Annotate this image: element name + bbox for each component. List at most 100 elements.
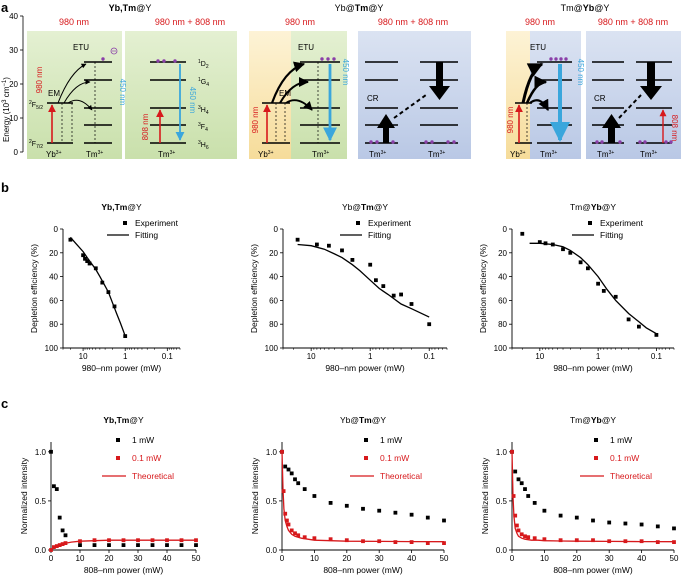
blue-background [358,31,471,159]
x-tick-label: 1 [596,352,601,361]
experiment-point [596,281,600,286]
legend-marker [364,438,368,442]
x-tick-label: 0 [49,554,54,563]
experiment-point [83,256,87,261]
ion-tm: Tm3+ [158,150,175,159]
y-tick-label: 0.0 [35,546,47,555]
point-1mw [150,543,155,547]
y-tick-label: 20 [49,249,58,258]
chart-b1: 10 1 0.1 0 20 40 60 80 100 Yb,Tm@Y 980–nm power (m… [29,202,181,373]
diagram-tm-at-yb: Tm@Yb@Y 980 nm 980 nm + 808 nm 980 nm 45… [506,3,681,159]
header-980: 980 nm [525,17,555,27]
legend-label: 1 mW [132,435,154,445]
point-1mw [393,510,398,515]
point-0.1mw [60,542,65,546]
x-tick-label: 30 [605,554,614,563]
ion-tm: Tm3+ [86,150,103,159]
point-1mw [523,487,527,491]
experiment-point [391,293,396,298]
experiment-point [295,237,300,242]
y-axis-label: Depletion efficiency (%) [249,244,259,333]
y-tick-label: 0.0 [496,546,508,555]
panel-label-c: c [1,396,8,411]
point-1mw [377,508,382,513]
y-tick-label: 100 [494,344,508,353]
x-axis-label: 980–nm power (mW) [325,363,405,373]
experiment-point [409,302,414,306]
chart-title: Yb@Tm@Y [342,202,388,212]
point-1mw [591,518,595,523]
point-0.1mw [361,539,365,544]
point-1mw [344,503,349,508]
experiment-point [550,242,555,247]
legend-marker [364,456,368,460]
theoretical-curve [511,451,675,543]
y-axis-label: Normalized intensity [19,457,29,534]
energy-tick: 20 [9,80,18,89]
point-1mw [283,464,288,469]
point-0.1mw [515,523,519,528]
level-1g4: 1G4 [198,77,209,88]
experiment-point [85,259,90,263]
y-tick-label: 0.5 [266,497,278,506]
green-background [27,31,122,159]
point-0.1mw [542,537,547,542]
point-1mw [574,515,579,520]
experiment-point [374,278,378,283]
x-axis-label: 808–nm power (mW) [553,565,633,575]
point-0.1mw [63,541,68,545]
experiment-point [381,284,386,288]
experiment-point [350,258,355,262]
experiment-point [537,240,542,244]
cr-label: CR [367,94,379,103]
diagram-yb-tm: Yb,Tm@Y 980 nm 980 nm + 808 nm 980 nm 2F… [27,3,237,159]
x-tick-label: 10 [307,352,316,361]
point-0.1mw [107,538,111,543]
experiment-point [613,294,618,299]
experiment-point [520,231,525,236]
chart-title: Tm@Yb@Y [570,202,616,212]
point-0.1mw [296,533,301,538]
point-1mw [49,449,53,454]
point-1mw [92,543,97,547]
point-1mw [194,543,198,547]
experiment-point [81,253,85,258]
point-1mw [672,526,676,531]
header-980-808: 980 nm + 808 nm [155,17,225,27]
point-0.1mw [49,548,53,552]
legend-label: Theoretical [380,471,422,481]
point-0.1mw [286,522,291,527]
point-1mw [54,487,59,491]
x-tick-label: 30 [375,554,384,563]
energy-tick: 40 [9,12,18,21]
point-0.1mw [121,538,126,543]
experiment-point [100,280,105,285]
x-tick-label: 0.1 [162,352,174,361]
energy-tick: 0 [14,148,19,157]
y-axis-label: Depletion efficiency (%) [478,244,488,333]
y-tick-label: 0 [274,225,279,234]
point-0.1mw [672,540,676,544]
legend-marker [594,456,598,460]
point-0.1mw [393,540,398,544]
x-tick-label: 10 [79,352,88,361]
level-1d2: 1D2 [198,59,209,70]
point-0.1mw [52,545,56,549]
legend-marker [116,456,120,460]
theoretical-curve [281,451,445,543]
x-tick-label: 50 [440,554,449,563]
chart-title: Tm@Yb@Y [570,415,616,425]
energy-tick: 30 [9,46,18,55]
chart-b2: 10 1 0.1 0 20 40 60 80 100 Yb@Tm@Y 980–nm power (m… [249,202,448,373]
point-0.1mw [281,489,286,493]
ion-yb: Yb3+ [510,150,526,159]
ion-tm: Tm3+ [312,150,329,159]
point-0.1mw [526,535,531,540]
point-1mw [136,543,140,547]
point-1mw [312,494,317,498]
experiment-point [626,317,631,322]
point-0.1mw [92,538,97,543]
point-0.1mw [655,540,660,544]
etu-label: ETU [73,43,89,52]
y-tick-label: 80 [269,320,278,329]
